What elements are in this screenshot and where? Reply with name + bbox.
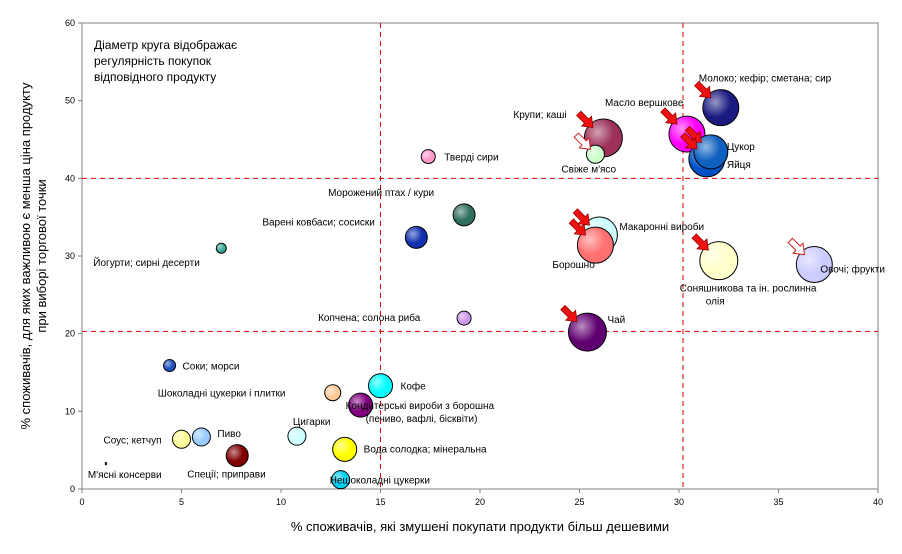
x-axis-title: % споживачів, які змушені покупати проду… [291, 519, 669, 534]
y-tick-label: 60 [65, 18, 75, 28]
bubble-label: Варені ковбаси; сосиски [262, 216, 375, 228]
bubble-highlight [331, 470, 350, 489]
bubble-label: Соняшникова та ін. рослинна [680, 284, 817, 295]
outline-arrow-icon [573, 132, 592, 150]
red-arrow-icon [694, 80, 712, 99]
y-tick-label: 20 [65, 329, 75, 339]
bubble-highlight [699, 241, 738, 280]
bubble-highlight [577, 227, 614, 264]
y-axis-title-line-1: % споживачів, для яких важливою є менша … [18, 82, 33, 430]
outline-arrow-icon [787, 237, 805, 256]
bubble-highlight [457, 311, 472, 326]
x-tick-label: 0 [79, 497, 84, 507]
red-arrow-icon [560, 304, 578, 323]
x-tick-label: 15 [375, 497, 385, 507]
y-tick-label: 50 [65, 96, 75, 106]
note-line-1: Діаметр круга відображає [94, 38, 237, 52]
bubble-label: Спеції; приправи [187, 470, 265, 481]
x-tick-label: 5 [179, 497, 184, 507]
bubble-highlight [702, 89, 739, 126]
bubble-label: Соки; морси [183, 362, 240, 373]
bubble-label: Кофе [401, 381, 427, 393]
red-arrow-icon [572, 208, 590, 226]
bubble-highlight [287, 427, 306, 446]
x-tick-label: 40 [873, 497, 883, 507]
bubble-highlight [568, 313, 607, 352]
bubble-highlight [332, 437, 357, 462]
y-tick-label: 30 [65, 251, 75, 261]
bubble-highlight [405, 226, 428, 249]
bubble-label-line-2: олія [706, 297, 725, 308]
bubble-label: М'ясні консерви [88, 470, 162, 481]
bubble-highlight [226, 444, 249, 467]
note-line-2: регулярність покупок [94, 54, 212, 68]
red-arrow-icon [691, 233, 709, 251]
bubble-label: Яйця [727, 160, 751, 171]
bubble-label: Борошно [552, 260, 595, 271]
arrow-markers [560, 80, 805, 323]
size-note: Діаметр круга відображає регулярність по… [94, 38, 237, 84]
bubble-highlight [693, 134, 728, 169]
bubble-highlight [348, 393, 373, 418]
bubble-label: Йогурти; сирні десерти [93, 256, 199, 269]
bubble-label: Нешоколадні цукерки [330, 476, 430, 487]
x-tick-label: 25 [574, 497, 584, 507]
bubble-label: Тверді сири [444, 153, 498, 164]
red-arrow-icon [660, 107, 678, 125]
bubble-highlight [324, 384, 341, 401]
bubble-marker [104, 462, 107, 466]
bubble-label: Шоколадні цукерки і плитки [158, 389, 286, 400]
bubble-label: Пиво [217, 429, 241, 440]
bubble-highlight [192, 427, 211, 446]
y-axis-title-line-2: при виборі торгової точки [34, 179, 49, 332]
bubble-label: Морожений птах / кури [328, 188, 434, 199]
bubble-label: Макаронні вироби [619, 221, 704, 233]
bubble-highlight [453, 203, 476, 226]
bubble-label: Молоко; кефір; сметана; сир [699, 73, 832, 85]
y-tick-label: 40 [65, 173, 75, 183]
bubble-highlight [421, 149, 436, 164]
bubble-highlight [172, 430, 191, 449]
y-tick-label: 10 [65, 406, 75, 416]
bubble-label: Крупи; каші [513, 110, 566, 121]
bubble-label: Масло вершкове [605, 98, 684, 109]
bubble-label: Соус; кетчуп [104, 435, 162, 446]
bubble-highlight [368, 373, 393, 398]
bubble-label: Овочі; фрукти [820, 264, 885, 276]
bubble-label: Кондитерські вироби з борошна [346, 400, 495, 412]
bubbles [104, 89, 833, 490]
x-tick-label: 20 [475, 497, 485, 507]
bubble-label: Вода солодка; мінеральна [364, 444, 487, 455]
reference-lines [82, 23, 878, 489]
bubble-labels: Молоко; кефір; сметана; сир Масло вершков… [88, 73, 885, 487]
plot-area [81, 22, 879, 490]
bubble-label: Свіже м'ясо [561, 164, 616, 175]
y-tick-label: 0 [70, 484, 75, 494]
y-axis-title: % споживачів, для яких важливою є менша … [18, 82, 49, 430]
x-tick-label: 10 [276, 497, 286, 507]
red-arrow-icon [576, 110, 594, 128]
bubble-highlight [216, 243, 227, 254]
x-tick-label: 30 [674, 497, 684, 507]
red-arrow-icon [568, 218, 586, 236]
bubble-label-line-2: (печиво, вафлі, бісквіти) [366, 413, 478, 425]
bubble-highlight [163, 359, 176, 372]
bubble-label: Цукор [727, 142, 755, 153]
x-tick-label: 35 [773, 497, 783, 507]
bubble-label: Чай [607, 315, 625, 326]
red-arrow-icon [680, 132, 698, 150]
bubble-label: Копчена; солона риба [318, 312, 421, 324]
note-line-3: відповідного продукту [94, 70, 216, 84]
bubble-highlight [796, 246, 833, 283]
axis-ticks: 0 5 10 15 20 25 30 35 40 0 10 20 30 40 50 60 [65, 18, 883, 507]
bubble-label: Цигарки [293, 417, 331, 428]
